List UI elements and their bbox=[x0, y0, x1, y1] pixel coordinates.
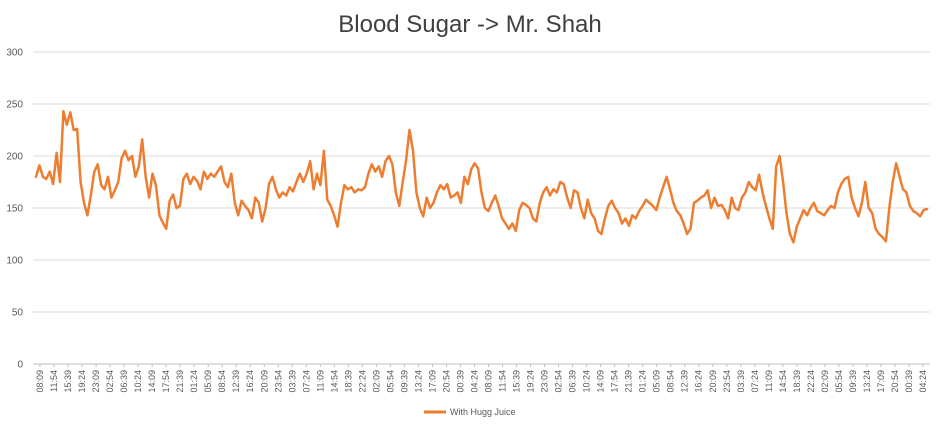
y-tick-label: 100 bbox=[6, 256, 23, 267]
x-tick-label: 17:54 bbox=[161, 370, 171, 393]
x-tick-label: 04:24 bbox=[469, 370, 479, 393]
x-tick-label: 11:54 bbox=[498, 370, 508, 392]
x-tick-label: 22:24 bbox=[806, 370, 816, 393]
x-tick-label: 14:54 bbox=[778, 370, 788, 393]
x-tick-label: 12:39 bbox=[680, 370, 690, 393]
x-tick-label: 21:39 bbox=[175, 370, 185, 393]
x-tick-label: 09:39 bbox=[848, 370, 858, 393]
x-tick-label: 11:09 bbox=[315, 370, 325, 392]
x-tick-label: 21:39 bbox=[624, 370, 634, 393]
y-tick-label: 300 bbox=[6, 48, 23, 59]
x-tick-label: 20:54 bbox=[441, 370, 451, 393]
x-tick-label: 19:24 bbox=[526, 370, 536, 393]
x-tick-label: 22:24 bbox=[357, 370, 367, 393]
x-tick-label: 14:09 bbox=[147, 370, 157, 393]
x-tick-label: 02:09 bbox=[820, 370, 830, 393]
y-tick-label: 150 bbox=[6, 204, 23, 215]
legend-label-with-hugg-juice: With Hugg Juice bbox=[450, 407, 516, 417]
x-tick-label: 19:24 bbox=[77, 370, 87, 393]
x-tick-label: 01:24 bbox=[189, 370, 199, 393]
x-tick-label: 03:39 bbox=[736, 370, 746, 393]
x-tick-label: 07:24 bbox=[301, 370, 311, 393]
x-tick-label: 20:09 bbox=[708, 370, 718, 393]
x-tick-label: 06:39 bbox=[568, 370, 578, 393]
x-tick-label: 08:54 bbox=[666, 370, 676, 393]
x-tick-label: 08:54 bbox=[217, 370, 227, 393]
series-line-1 bbox=[34, 110, 929, 244]
x-tick-label: 08:09 bbox=[484, 370, 494, 393]
y-tick-label: 0 bbox=[17, 360, 23, 371]
x-tick-label: 18:39 bbox=[792, 370, 802, 393]
y-tick-label: 200 bbox=[6, 152, 23, 163]
y-tick-label: 50 bbox=[12, 308, 24, 319]
x-tick-label: 15:39 bbox=[512, 370, 522, 393]
x-tick-label: 16:24 bbox=[694, 370, 704, 393]
chart-title: Blood Sugar -> Mr. Shah bbox=[338, 11, 601, 38]
x-tick-label: 23:09 bbox=[540, 370, 550, 393]
x-tick-label: 02:54 bbox=[554, 370, 564, 393]
x-tick-label: 05:09 bbox=[203, 370, 213, 393]
x-tick-label: 05:54 bbox=[834, 370, 844, 393]
x-tick-label: 06:39 bbox=[119, 370, 129, 393]
x-tick-label: 23:09 bbox=[91, 370, 101, 393]
x-tick-label: 10:24 bbox=[582, 370, 592, 393]
x-tick-label: 15:39 bbox=[63, 370, 73, 393]
x-tick-label: 07:24 bbox=[750, 370, 760, 393]
x-axis-tick-labels: 08:09 11:54 15:39 19:24 23:09 02:54 06:39 10:24… bbox=[35, 364, 928, 393]
legend: With Hugg Juice bbox=[424, 407, 516, 417]
x-tick-label: 05:54 bbox=[385, 370, 395, 393]
x-tick-label: 12:39 bbox=[231, 370, 241, 393]
gridlines bbox=[33, 51, 930, 313]
x-tick-label: 20:09 bbox=[259, 370, 269, 393]
x-tick-label: 05:09 bbox=[652, 370, 662, 393]
series-group bbox=[34, 110, 929, 244]
x-tick-label: 23:54 bbox=[273, 370, 283, 393]
x-tick-label: 11:54 bbox=[49, 370, 59, 392]
x-tick-label: 17:54 bbox=[610, 370, 620, 393]
x-tick-label: 17:09 bbox=[876, 370, 886, 393]
x-tick-label: 00:39 bbox=[904, 370, 914, 393]
x-tick-label: 14:09 bbox=[596, 370, 606, 393]
x-tick-label: 11:09 bbox=[764, 370, 774, 392]
x-tick-label: 03:39 bbox=[287, 370, 297, 393]
x-tick-label: 14:54 bbox=[329, 370, 339, 393]
y-axis-tick-labels: 0 50 100 150 200 250 300 bbox=[6, 48, 23, 371]
x-tick-label: 23:54 bbox=[722, 370, 732, 393]
x-tick-label: 09:39 bbox=[399, 370, 409, 393]
x-tick-label: 16:24 bbox=[245, 370, 255, 393]
x-tick-label: 20:54 bbox=[890, 370, 900, 393]
x-tick-label: 01:24 bbox=[638, 370, 648, 393]
x-tick-label: 00:39 bbox=[455, 370, 465, 393]
x-tick-label: 13:24 bbox=[862, 370, 872, 393]
y-tick-label: 250 bbox=[6, 100, 23, 111]
x-tick-label: 02:54 bbox=[105, 370, 115, 393]
x-tick-label: 17:09 bbox=[427, 370, 437, 393]
x-tick-label: 18:39 bbox=[343, 370, 353, 393]
x-tick-label: 08:09 bbox=[35, 370, 45, 393]
x-tick-label: 13:24 bbox=[413, 370, 423, 393]
x-tick-label: 10:24 bbox=[133, 370, 143, 393]
x-tick-label: 02:09 bbox=[371, 370, 381, 393]
x-tick-label: 04:24 bbox=[918, 370, 928, 393]
